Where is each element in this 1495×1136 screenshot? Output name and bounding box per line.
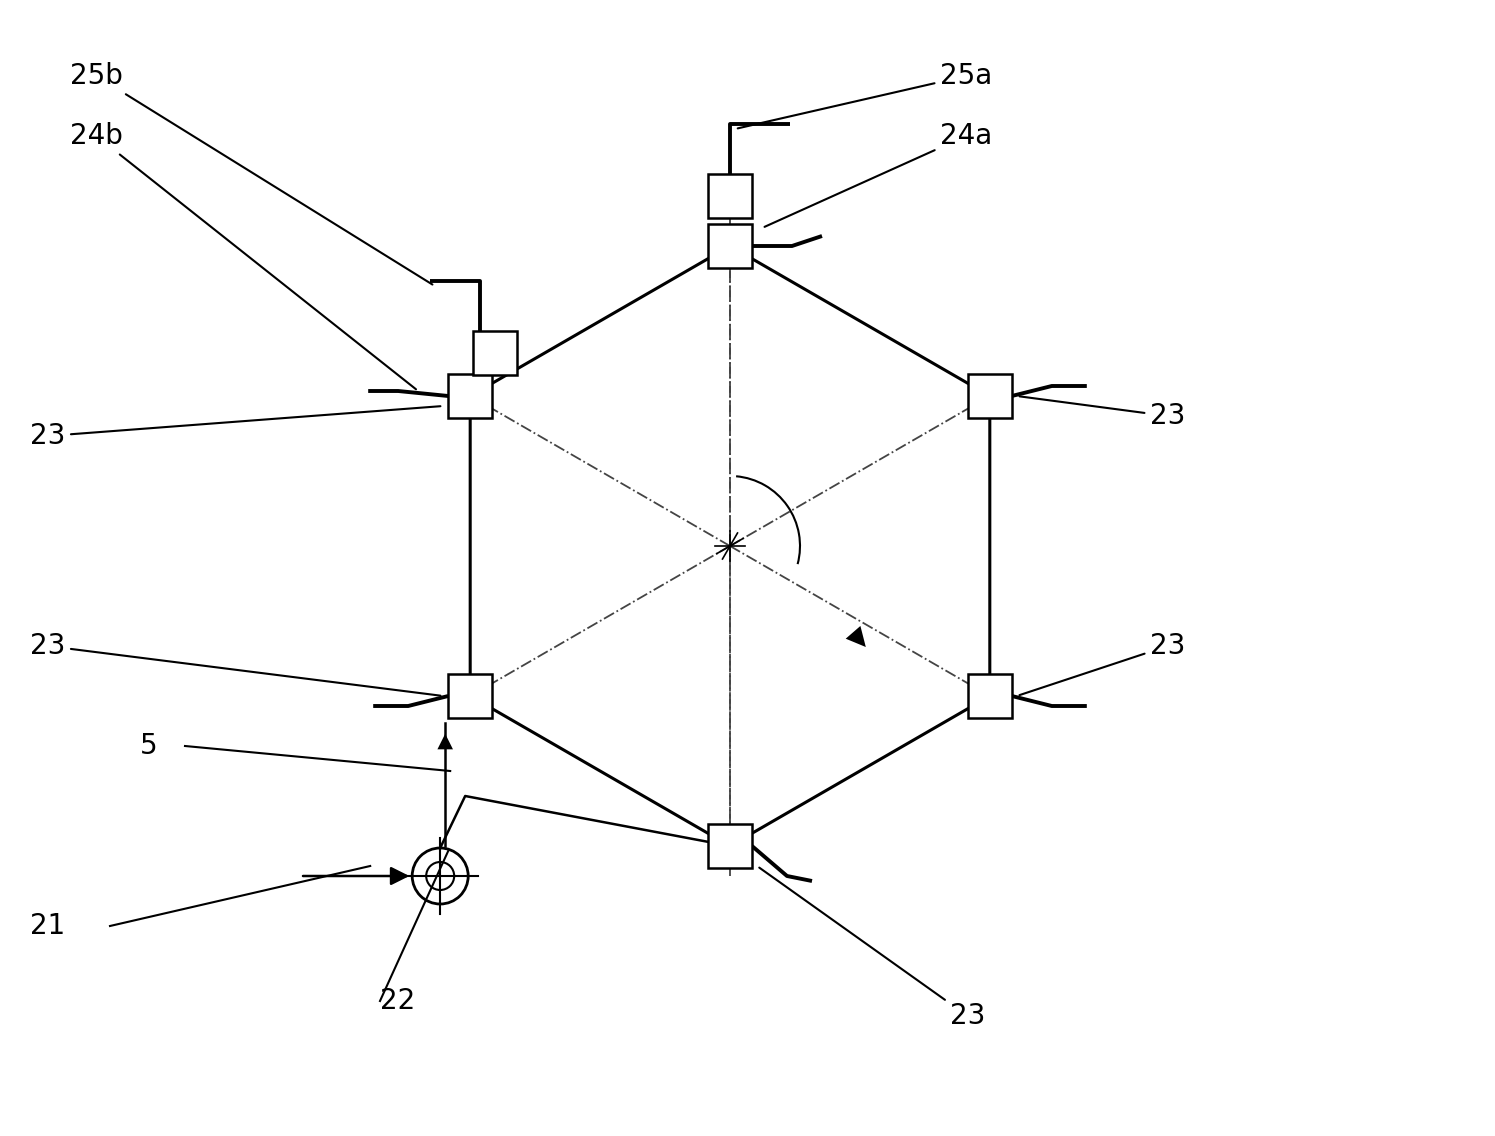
Bar: [474, 331, 517, 375]
Text: 23: 23: [1020, 396, 1186, 431]
Text: 23: 23: [30, 632, 441, 695]
Bar: [709, 174, 752, 218]
Text: 21: 21: [30, 912, 66, 939]
Text: 23: 23: [1020, 632, 1186, 695]
Text: 23: 23: [759, 868, 985, 1030]
Text: 24a: 24a: [764, 122, 993, 227]
Bar: [448, 674, 492, 718]
Bar: [709, 824, 752, 868]
Bar: [967, 674, 1012, 718]
Bar: [448, 374, 492, 418]
Text: 5: 5: [141, 732, 157, 760]
Circle shape: [413, 847, 468, 904]
Text: 22: 22: [380, 987, 416, 1014]
Text: 25a: 25a: [737, 62, 993, 128]
Text: 23: 23: [30, 407, 441, 450]
Bar: [709, 224, 752, 268]
Circle shape: [426, 862, 454, 889]
Text: 24b: 24b: [70, 122, 416, 390]
Text: 25b: 25b: [70, 62, 432, 284]
Bar: [967, 374, 1012, 418]
